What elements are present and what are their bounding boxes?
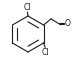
Text: Cl: Cl [41,48,49,57]
Text: O: O [64,19,70,28]
Text: Cl: Cl [24,3,31,12]
